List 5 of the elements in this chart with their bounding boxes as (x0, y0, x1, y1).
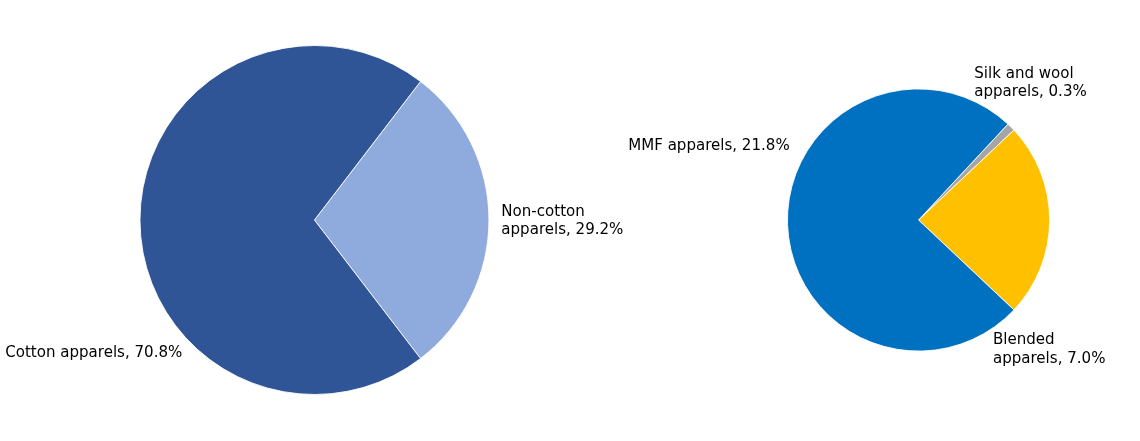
slice-label: MMF apparels, 21.8% (628, 136, 790, 155)
slice-label: Blended apparels, 7.0% (992, 330, 1106, 368)
slice-label: Non-cotton apparels, 29.2% (501, 201, 624, 239)
slice-label: Cotton apparels, 70.8% (5, 342, 183, 361)
slice-label: Silk and wool apparels, 0.3% (974, 63, 1087, 101)
